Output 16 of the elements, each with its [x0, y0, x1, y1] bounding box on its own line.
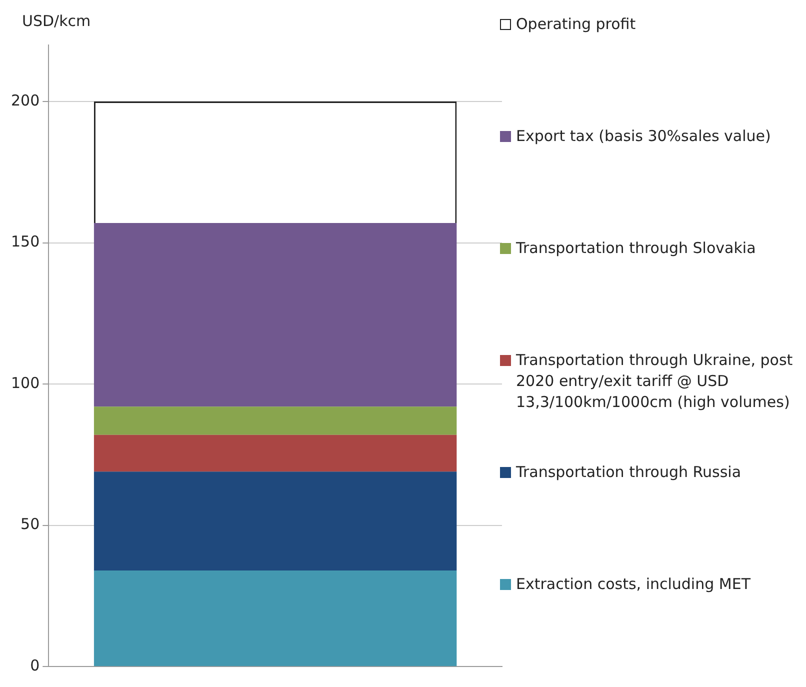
- legend-label: Transportation through Russia: [516, 462, 742, 483]
- bar: [94, 434, 457, 472]
- y-tick-label: 150: [10, 232, 40, 251]
- bar: [94, 472, 457, 571]
- y-tick-label: 0: [30, 656, 40, 674]
- y-tick-label: 100: [10, 374, 40, 392]
- legend-label: Transportation through Slovakia: [516, 238, 756, 259]
- legend-label: Operating profit: [516, 14, 636, 35]
- y-tick-label: 200: [10, 91, 40, 110]
- bar: [94, 406, 457, 435]
- legend-label: Extraction costs, including MET: [516, 574, 750, 595]
- y-tick-label: 50: [20, 515, 40, 534]
- y-axis-title: USD/kcm: [22, 12, 91, 30]
- legend-label: Export tax (basis 30%sales value): [516, 126, 771, 147]
- bar: [94, 570, 457, 666]
- legend-label: Transportation through Ukraine, post 2020 entry/exit tariff @ USD 13,3/100km/1000cm (high volumes): [516, 350, 794, 413]
